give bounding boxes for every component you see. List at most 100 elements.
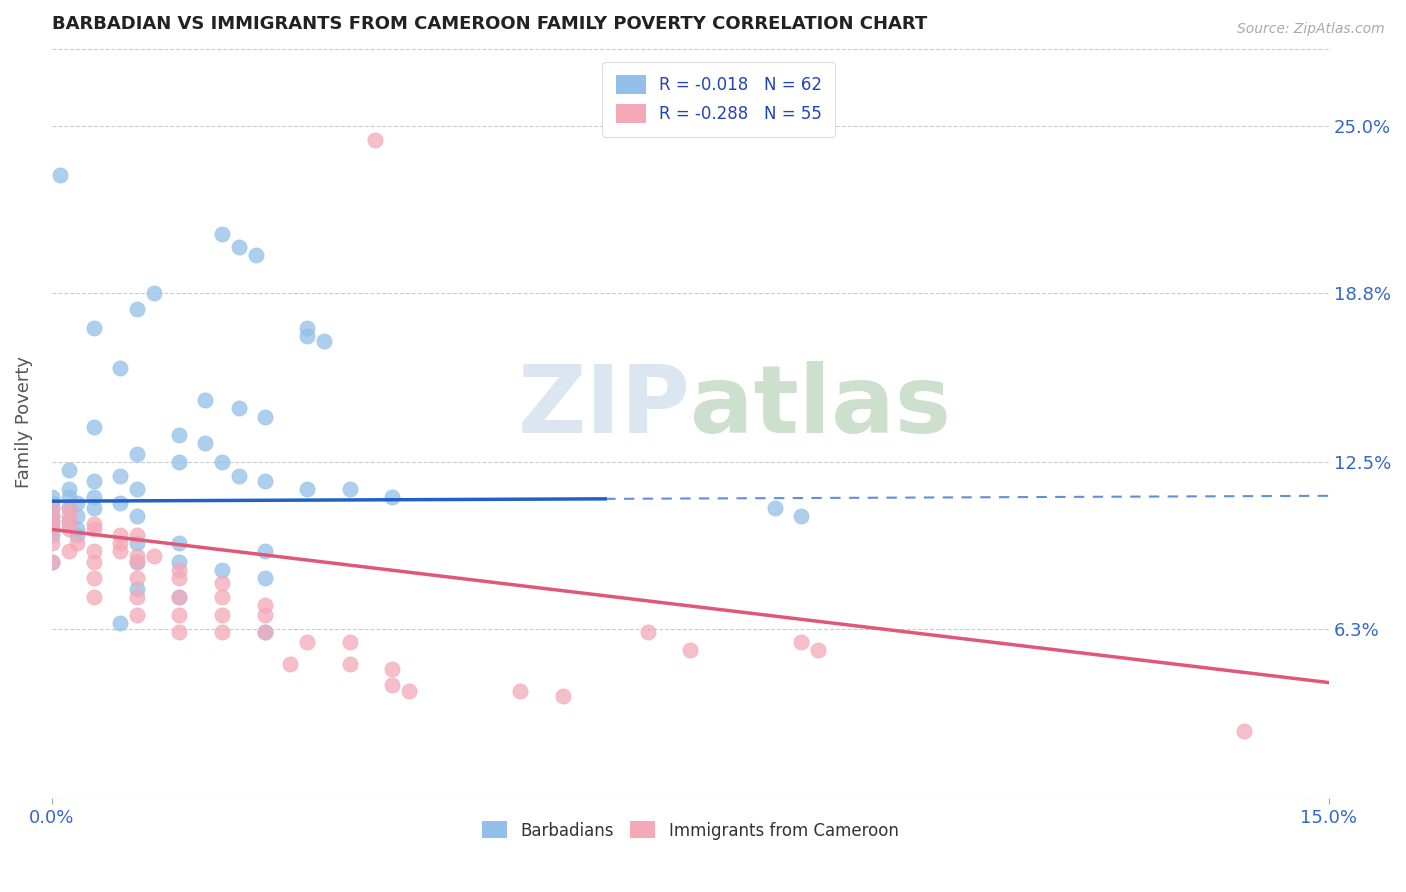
Point	[58, 490, 80, 504]
Point	[790, 508, 813, 523]
Point	[66, 508, 89, 523]
Point	[41, 528, 63, 542]
Point	[125, 508, 148, 523]
Point	[253, 544, 276, 558]
Point	[41, 500, 63, 515]
Point	[169, 590, 191, 604]
Point	[108, 536, 131, 550]
Point	[339, 635, 361, 649]
Point	[41, 500, 63, 515]
Point	[83, 555, 105, 569]
Point	[679, 643, 702, 657]
Point	[41, 522, 63, 536]
Point	[253, 624, 276, 639]
Point	[211, 590, 233, 604]
Point	[381, 662, 404, 676]
Point	[169, 590, 191, 604]
Point	[108, 468, 131, 483]
Point	[339, 657, 361, 671]
Point	[125, 301, 148, 316]
Point	[108, 616, 131, 631]
Point	[83, 522, 105, 536]
Point	[83, 321, 105, 335]
Point	[169, 428, 191, 442]
Point	[169, 455, 191, 469]
Point	[41, 490, 63, 504]
Point	[142, 285, 165, 300]
Point	[253, 409, 276, 424]
Point	[169, 571, 191, 585]
Point	[211, 608, 233, 623]
Point	[66, 522, 89, 536]
Point	[58, 500, 80, 515]
Point	[83, 516, 105, 531]
Point	[295, 321, 318, 335]
Point	[125, 555, 148, 569]
Point	[253, 598, 276, 612]
Point	[228, 468, 250, 483]
Point	[381, 490, 404, 504]
Point	[125, 571, 148, 585]
Point	[253, 624, 276, 639]
Point	[83, 544, 105, 558]
Point	[125, 582, 148, 596]
Point	[551, 689, 574, 703]
Point	[211, 624, 233, 639]
Point	[295, 482, 318, 496]
Point	[58, 463, 80, 477]
Point	[58, 516, 80, 531]
Y-axis label: Family Poverty: Family Poverty	[15, 356, 32, 488]
Point	[314, 334, 336, 349]
Point	[125, 447, 148, 461]
Point	[169, 563, 191, 577]
Point	[83, 500, 105, 515]
Point	[41, 536, 63, 550]
Point	[194, 436, 217, 450]
Point	[108, 495, 131, 509]
Point	[211, 227, 233, 241]
Point	[41, 508, 63, 523]
Point	[58, 500, 80, 515]
Point	[41, 495, 63, 509]
Point	[1233, 723, 1256, 738]
Point	[125, 608, 148, 623]
Point	[66, 495, 89, 509]
Point	[364, 133, 387, 147]
Point	[125, 482, 148, 496]
Point	[637, 624, 659, 639]
Point	[253, 474, 276, 488]
Point	[125, 528, 148, 542]
Text: ZIP: ZIP	[517, 361, 690, 453]
Point	[41, 555, 63, 569]
Point	[41, 522, 63, 536]
Point	[807, 643, 830, 657]
Point	[790, 635, 813, 649]
Point	[211, 563, 233, 577]
Point	[211, 455, 233, 469]
Text: BARBADIAN VS IMMIGRANTS FROM CAMEROON FAMILY POVERTY CORRELATION CHART: BARBADIAN VS IMMIGRANTS FROM CAMEROON FA…	[52, 15, 927, 33]
Point	[66, 536, 89, 550]
Point	[125, 536, 148, 550]
Point	[41, 514, 63, 528]
Point	[58, 482, 80, 496]
Point	[194, 393, 217, 408]
Point	[509, 683, 531, 698]
Point	[125, 590, 148, 604]
Point	[58, 522, 80, 536]
Point	[58, 508, 80, 523]
Point	[211, 576, 233, 591]
Point	[228, 401, 250, 416]
Point	[169, 608, 191, 623]
Point	[253, 608, 276, 623]
Point	[398, 683, 420, 698]
Point	[41, 516, 63, 531]
Point	[41, 555, 63, 569]
Point	[253, 571, 276, 585]
Point	[83, 571, 105, 585]
Text: Source: ZipAtlas.com: Source: ZipAtlas.com	[1237, 22, 1385, 37]
Point	[278, 657, 301, 671]
Point	[58, 544, 80, 558]
Point	[169, 555, 191, 569]
Legend: Barbadians, Immigrants from Cameroon: Barbadians, Immigrants from Cameroon	[475, 814, 905, 847]
Point	[83, 474, 105, 488]
